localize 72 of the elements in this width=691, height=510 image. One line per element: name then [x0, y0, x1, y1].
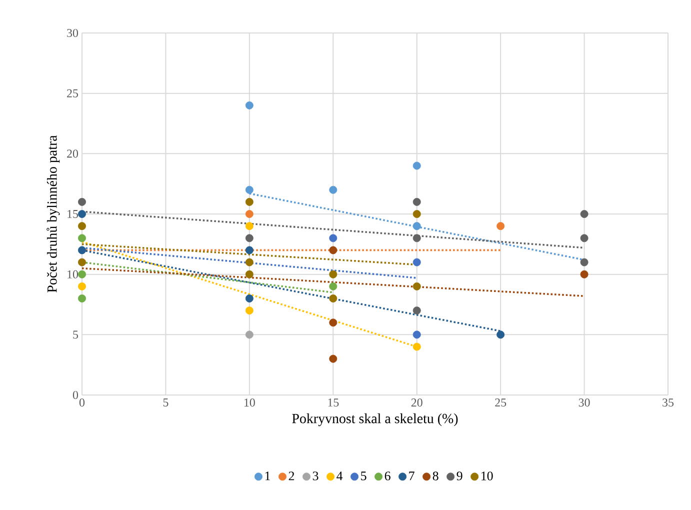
point	[78, 270, 86, 278]
point	[496, 222, 505, 230]
x-tick-label: 25	[495, 398, 506, 407]
point	[78, 282, 86, 290]
point	[412, 234, 421, 242]
y-tick-label: 0	[72, 390, 78, 400]
point	[245, 234, 254, 242]
point	[78, 210, 86, 218]
x-tick-label: 0	[79, 398, 85, 407]
point	[245, 210, 254, 218]
point	[412, 282, 421, 290]
y-tick-label: 5	[73, 330, 78, 339]
point	[245, 306, 254, 315]
point	[78, 198, 86, 206]
x-tick-label: 35	[662, 398, 674, 407]
point	[329, 318, 338, 327]
legend-label: 8	[432, 472, 438, 480]
point	[78, 258, 86, 266]
x-axis-title: Pokryvnost skal a skeletu (%)	[292, 413, 458, 426]
legend-label: 9	[456, 472, 462, 480]
legend-label: 3	[312, 472, 318, 480]
point	[329, 270, 338, 278]
point	[245, 330, 254, 339]
x-tick-label: 10	[244, 398, 255, 407]
point	[78, 294, 86, 302]
point	[580, 270, 588, 278]
point	[329, 186, 338, 194]
point	[245, 258, 254, 266]
point	[329, 246, 338, 254]
x-tick-label: 15	[328, 398, 339, 407]
point	[580, 210, 588, 218]
point	[412, 306, 421, 315]
point	[329, 234, 338, 242]
point	[245, 186, 254, 194]
legend-label: 7	[409, 472, 414, 480]
point	[245, 198, 254, 206]
legend-label: 6	[384, 472, 390, 480]
y-tick-label: 20	[67, 150, 78, 158]
x-tick-label: 30	[578, 398, 590, 407]
y-tick-label: 10	[68, 270, 78, 278]
point	[78, 246, 86, 254]
point	[412, 330, 421, 339]
point	[78, 234, 86, 242]
point	[412, 222, 421, 230]
legend-label: 1	[265, 472, 270, 480]
x-tick-label: 20	[411, 398, 422, 407]
point	[245, 294, 254, 302]
y-axis-title: Počet druhů bylinného patra	[46, 135, 60, 292]
legend-label: 10	[481, 472, 493, 480]
y-tick-label: 25	[67, 89, 78, 98]
point	[496, 330, 505, 339]
legend-label: 2	[288, 472, 294, 480]
point	[412, 342, 421, 351]
point	[245, 270, 254, 278]
point	[329, 282, 338, 290]
point	[412, 210, 421, 218]
legend-label: 5	[361, 472, 366, 480]
x-tick-label: 5	[163, 398, 168, 406]
point	[245, 222, 254, 230]
point	[245, 101, 254, 110]
point	[329, 294, 338, 302]
legend-label: 4	[336, 472, 343, 480]
y-tick-label: 30	[67, 28, 78, 38]
point	[329, 354, 338, 363]
point	[580, 258, 588, 266]
point	[412, 258, 421, 266]
point	[580, 234, 588, 242]
point	[245, 246, 254, 254]
point	[78, 222, 86, 230]
y-tick-label: 15	[68, 210, 78, 218]
point	[412, 162, 421, 170]
point	[412, 198, 421, 206]
